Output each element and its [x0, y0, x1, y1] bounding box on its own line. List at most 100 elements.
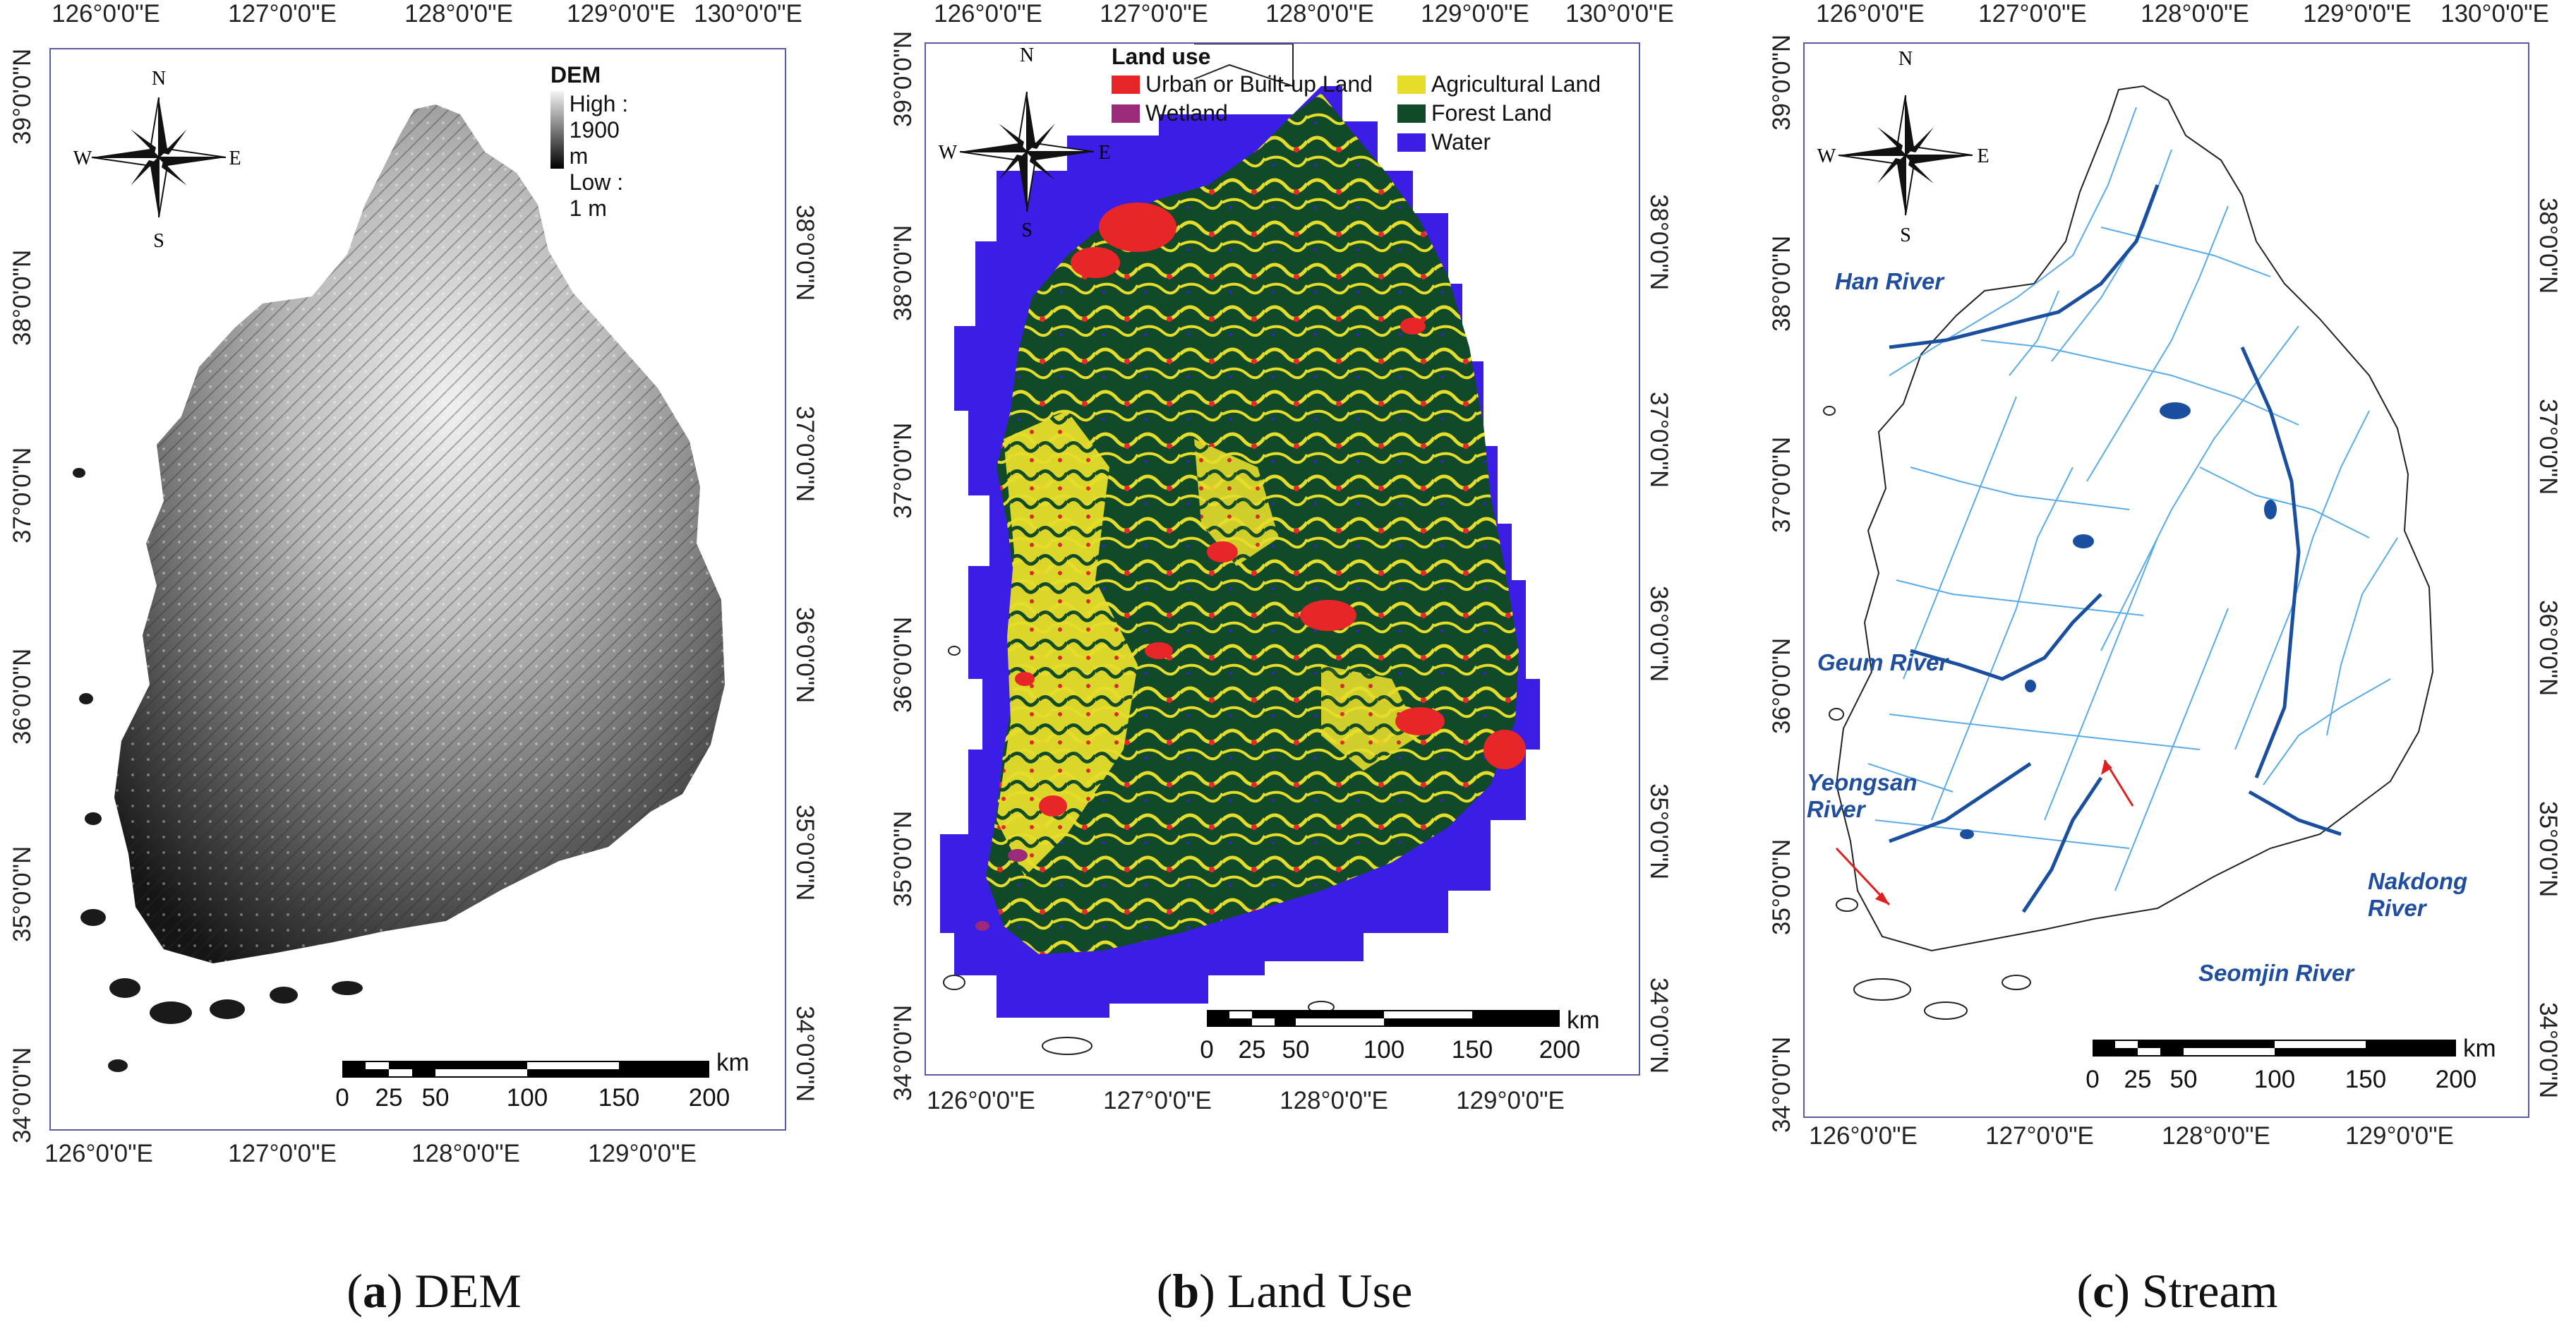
legend-item-urban: Urban or Built-up Land [1112, 71, 1397, 97]
urban-patches [1015, 203, 1526, 817]
tick-lat-left: 38°0'0"N [8, 249, 36, 346]
north-label: N [1898, 48, 1913, 70]
tick-lon-top: 126°0'0"E [52, 0, 160, 28]
tick-lon-top: 129°0'0"E [1421, 0, 1529, 28]
north-arrow-icon: N S E W [1817, 48, 1990, 246]
tick-lat-left: 37°0'0"N [8, 447, 36, 543]
map-frame-landuse [925, 42, 1640, 1076]
tick-lat-left: 34°0'0"N [1768, 1036, 1795, 1133]
scale-label: 0 [335, 1084, 349, 1112]
legend-swatch-agricultural [1397, 75, 1426, 94]
legend-item-water: Water [1397, 129, 1634, 155]
landuse-map [940, 44, 1540, 1055]
scale-label: 200 [2435, 1066, 2477, 1093]
dem-legend-low: Low : 1 m [569, 169, 624, 221]
caption-stream: (c) Stream [2076, 1264, 2278, 1318]
scale-unit: km [1567, 1006, 1600, 1034]
scale-unit: km [2463, 1035, 2496, 1062]
scale-bar: km 0 25 50 100 150 200 [335, 1049, 749, 1129]
north-arrow-icon: N S E W [939, 46, 1111, 241]
label-geum-river: Geum River [1817, 649, 1949, 675]
tick-lat-left: 39°0'0"N [1768, 34, 1795, 131]
tick-lat-left: 39°0'0"N [8, 48, 36, 145]
tick-lon-bottom: 127°0'0"E [228, 1140, 337, 1167]
tick-lat-right: 36°0'0"N [791, 607, 819, 704]
tick-lon-bottom: 129°0'0"E [588, 1140, 697, 1167]
tick-lon-bottom: 128°0'0"E [411, 1140, 520, 1167]
tick-lon-top: 130°0'0"E [1565, 0, 1674, 28]
label-nakdong-river: Nakdong River [2368, 868, 2468, 921]
dem-legend-high: High : 1900 m [569, 91, 629, 169]
tick-lon-bottom: 127°0'0"E [1103, 1087, 1212, 1114]
tick-lon-top: 129°0'0"E [567, 0, 675, 28]
tick-lat-right: 38°0'0"N [2534, 198, 2562, 294]
scale-label: 0 [2086, 1066, 2100, 1093]
tick-lon-bottom: 129°0'0"E [1456, 1087, 1565, 1114]
scale-label: 25 [375, 1084, 403, 1112]
scale-label: 200 [688, 1084, 730, 1112]
tick-lon-bottom: 129°0'0"E [2345, 1122, 2454, 1150]
north-label: N [152, 68, 166, 90]
legend-swatch-forest [1397, 104, 1426, 123]
tick-lat-left: 36°0'0"N [8, 648, 36, 745]
map-frame-dem [49, 48, 786, 1131]
tick-lon-bottom: 128°0'0"E [2162, 1122, 2270, 1150]
dem-color-ramp [550, 91, 564, 169]
landuse-legend: Land use Urban or Built-up Land Agricult… [1112, 44, 1634, 155]
tick-lat-right: 35°0'0"N [791, 805, 819, 901]
east-label: E [1977, 145, 1989, 167]
west-label: W [73, 148, 92, 169]
dem-legend: DEM High : 1900 m Low : 1 m [550, 62, 634, 222]
caption-landuse: (b) Land Use [1156, 1264, 1413, 1318]
tick-lat-right: 37°0'0"N [1645, 392, 1673, 488]
tick-lon-top: 128°0'0"E [1265, 0, 1374, 28]
scale-label: 200 [1539, 1036, 1581, 1064]
caption-dem: (a) DEM [347, 1264, 522, 1318]
legend-swatch-urban [1112, 75, 1140, 94]
tick-lon-top: 126°0'0"E [934, 0, 1042, 28]
east-label: E [229, 148, 241, 169]
tick-lon-top: 127°0'0"E [1978, 0, 2087, 28]
tick-lat-left: 34°0'0"N [8, 1047, 36, 1143]
label-seomjin-river: Seomjin River [2198, 960, 2354, 986]
tick-lon-top: 130°0'0"E [694, 0, 802, 28]
scale-unit: km [716, 1049, 750, 1076]
dem-map [73, 104, 725, 1072]
main-rivers [1889, 184, 2342, 913]
tick-lat-left: 35°0'0"N [8, 845, 36, 942]
island-outlines [1823, 406, 2031, 1020]
tick-lat-left: 37°0'0"N [889, 422, 917, 519]
tick-lat-left: 36°0'0"N [889, 616, 917, 713]
tick-lon-top: 127°0'0"E [1100, 0, 1208, 28]
scale-label: 150 [2345, 1066, 2387, 1093]
tick-lon-top: 127°0'0"E [228, 0, 337, 28]
border-line [1193, 44, 1294, 88]
scale-label: 150 [598, 1084, 640, 1112]
stream-map [1823, 85, 2434, 1020]
scale-label: 50 [2169, 1066, 2198, 1093]
north-label: N [1020, 46, 1034, 66]
scale-label: 50 [1282, 1036, 1310, 1064]
tick-lon-top: 128°0'0"E [2141, 0, 2249, 28]
scale-label: 100 [1363, 1036, 1405, 1064]
tick-lon-bottom: 126°0'0"E [44, 1140, 153, 1167]
tick-lat-left: 36°0'0"N [1768, 637, 1795, 734]
tick-lat-left: 35°0'0"N [1768, 838, 1795, 935]
tick-lat-right: 34°0'0"N [1645, 977, 1673, 1074]
tick-lat-left: 39°0'0"N [889, 30, 917, 127]
south-label: S [153, 230, 164, 252]
scale-label: 100 [506, 1084, 548, 1112]
tick-lat-right: 36°0'0"N [1645, 586, 1673, 682]
reservoirs [1960, 402, 2277, 839]
tick-lat-left: 38°0'0"N [1768, 235, 1795, 332]
label-yeongsan-river: Yeongsan River [1807, 769, 1918, 822]
tick-lon-top: 128°0'0"E [404, 0, 513, 28]
map-frame-stream [1803, 42, 2529, 1118]
tick-lon-bottom: 128°0'0"E [1280, 1087, 1388, 1114]
south-label: S [1900, 224, 1911, 246]
tick-lat-right: 38°0'0"N [791, 205, 819, 301]
east-label: E [1098, 142, 1110, 164]
west-label: W [939, 142, 958, 164]
scale-label: 50 [421, 1084, 450, 1112]
tick-lon-top: 130°0'0"E [2440, 0, 2549, 28]
